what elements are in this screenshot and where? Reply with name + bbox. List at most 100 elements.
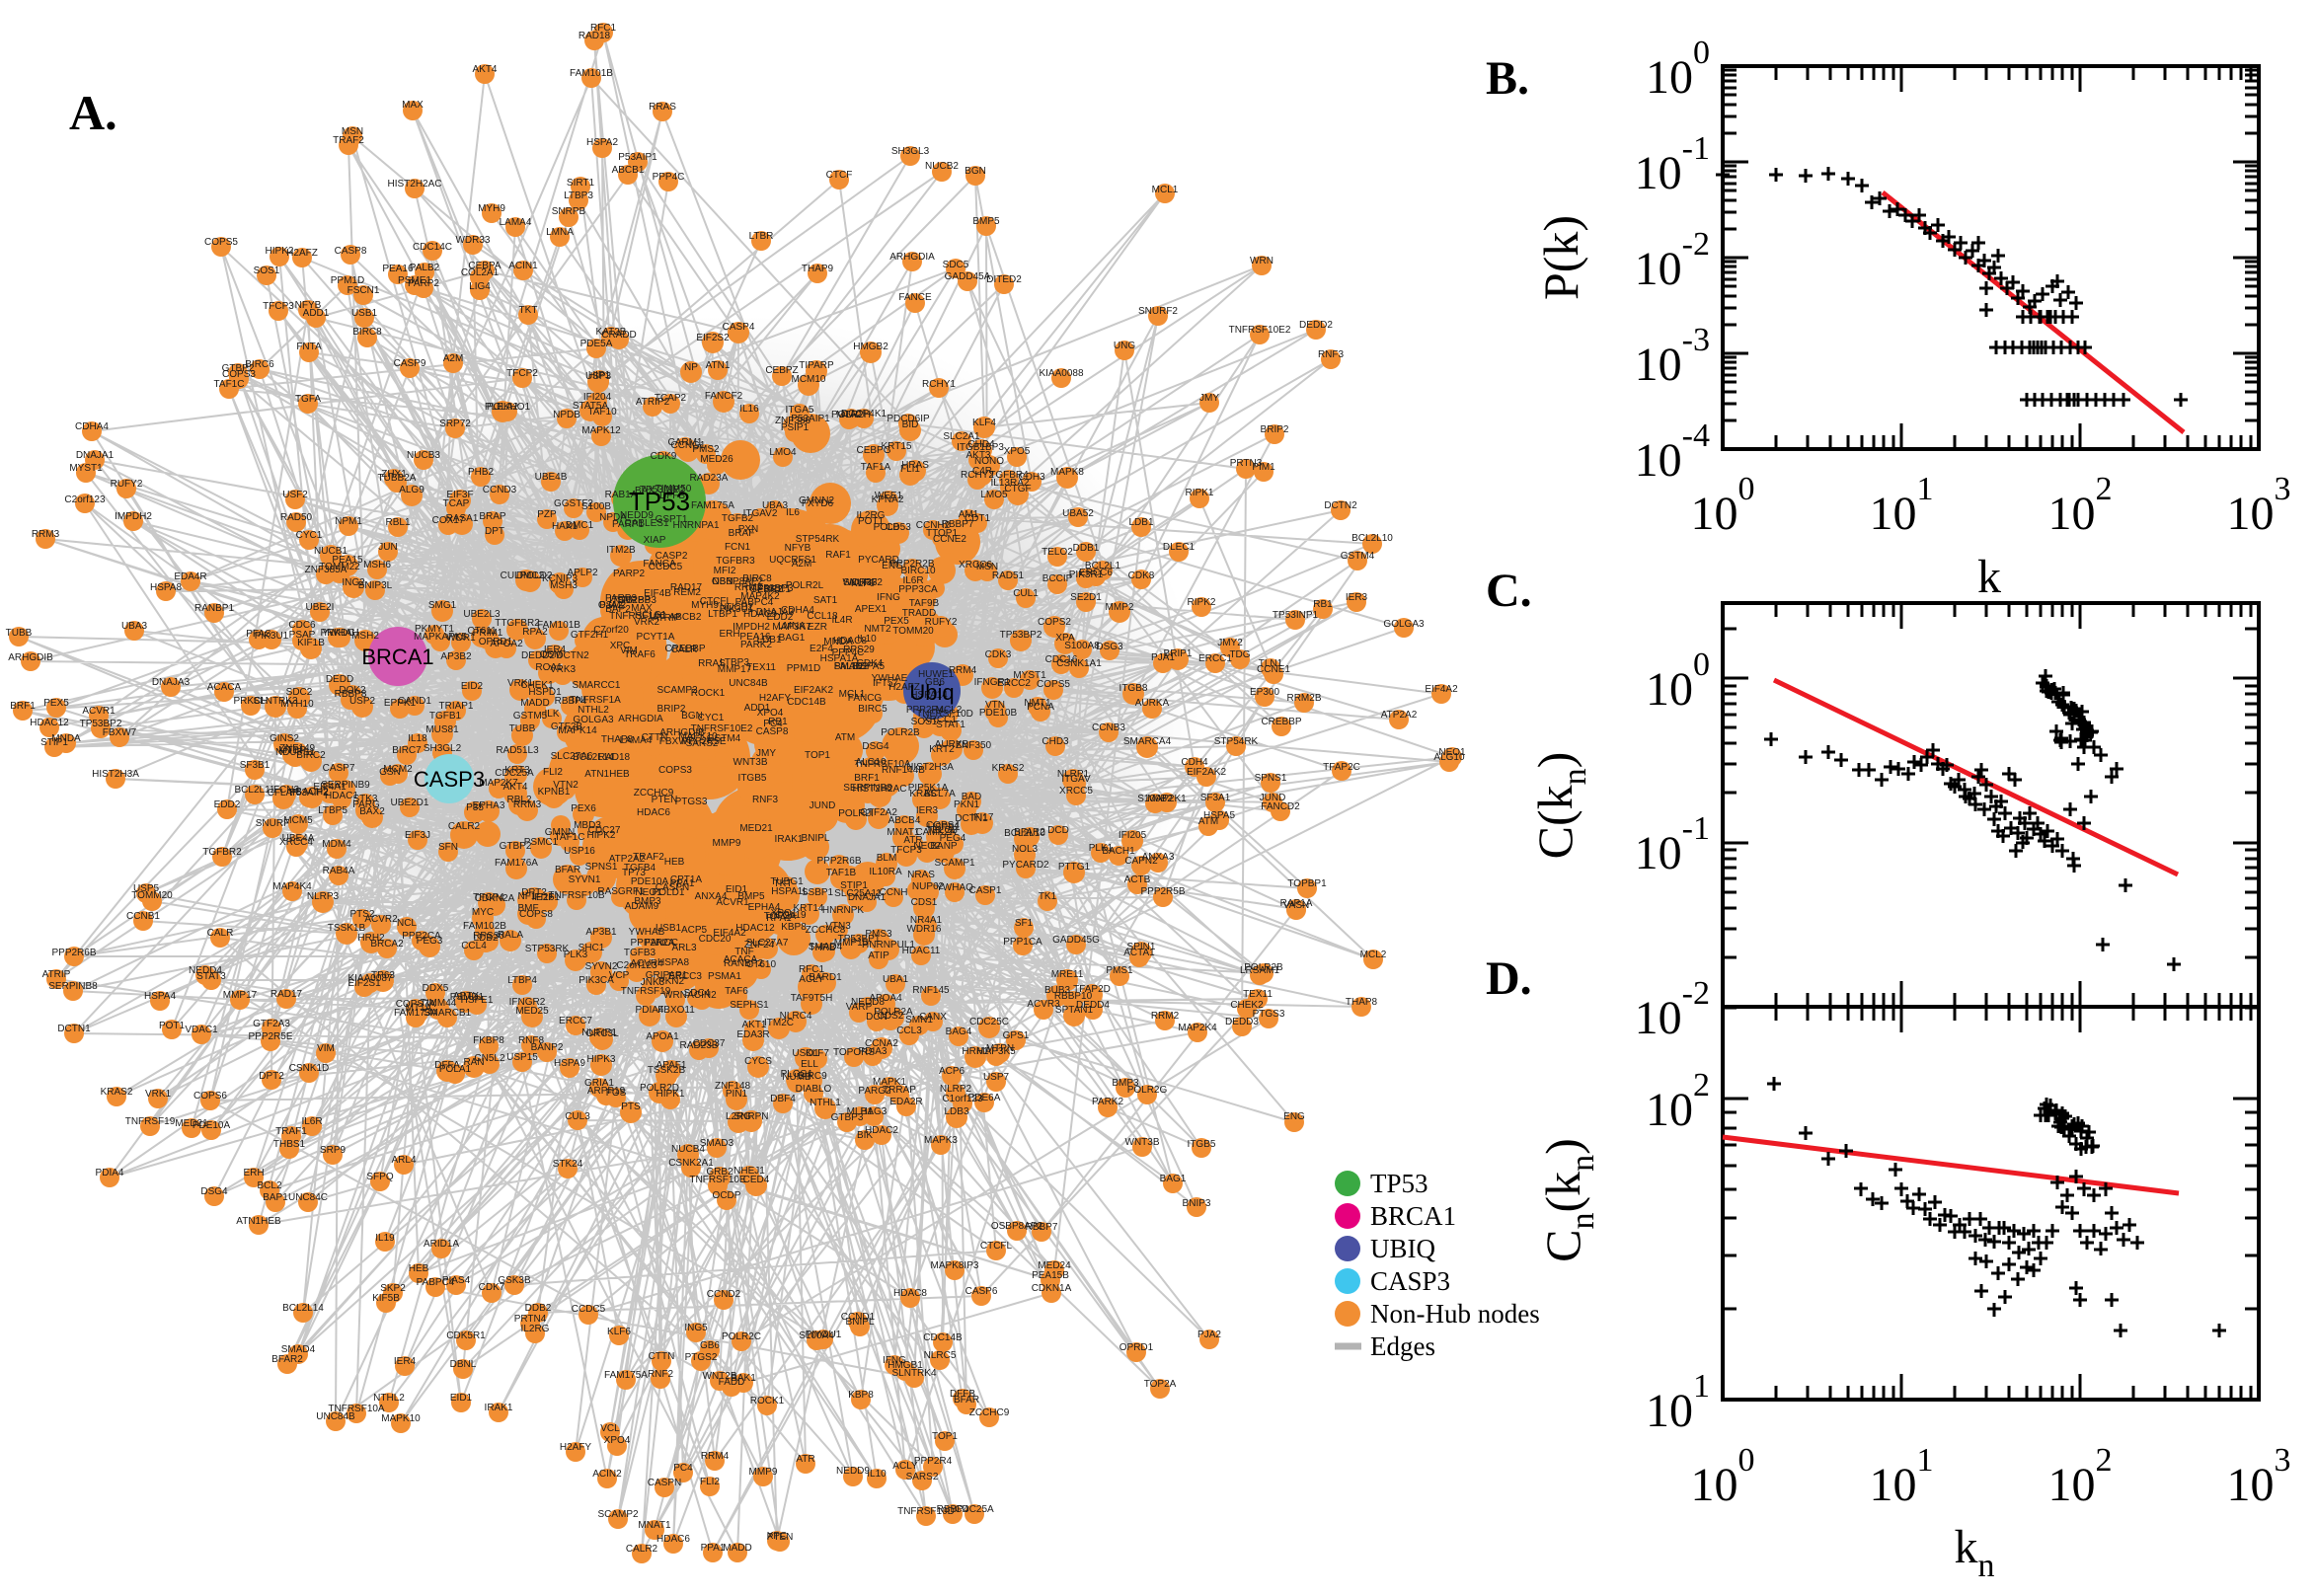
svg-text:DOK2: DOK2	[339, 685, 366, 696]
svg-text:NOL3: NOL3	[1012, 844, 1039, 855]
svg-text:D.: D.	[1486, 952, 1532, 1005]
svg-text:CDC25A: CDC25A	[955, 1504, 994, 1515]
svg-text:BAG1: BAG1	[779, 633, 806, 644]
svg-text:IL19: IL19	[375, 1233, 395, 1244]
svg-text:BRIP1: BRIP1	[1164, 648, 1193, 659]
svg-text:CCNB3: CCNB3	[1092, 722, 1125, 733]
svg-text:NEDD9: NEDD9	[836, 1466, 870, 1477]
svg-text:ERCC1: ERCC1	[1198, 653, 1232, 664]
svg-text:EIF2S1: EIF2S1	[347, 978, 381, 989]
svg-text:KRT3: KRT3	[504, 765, 530, 776]
svg-text:PPM1D: PPM1D	[787, 663, 820, 674]
svg-text:ACIN2: ACIN2	[592, 1469, 622, 1480]
svg-text:CCNB1: CCNB1	[126, 911, 160, 922]
svg-text:STP53RK: STP53RK	[525, 944, 570, 954]
svg-text:PPP2R4: PPP2R4	[914, 1456, 953, 1467]
svg-text:SEPHS1: SEPHS1	[730, 1000, 769, 1011]
svg-text:JMY2: JMY2	[1217, 638, 1243, 648]
svg-text:SF3A1: SF3A1	[1200, 793, 1231, 803]
svg-text:PHB2: PHB2	[468, 467, 495, 478]
svg-text:P(k): P(k)	[1533, 215, 1588, 300]
svg-text:ERCC7: ERCC7	[559, 1016, 592, 1026]
svg-text:BGN: BGN	[681, 711, 703, 722]
svg-text:COPS3: COPS3	[658, 765, 692, 776]
svg-text:BIRC8: BIRC8	[352, 327, 382, 338]
svg-text:HMGB2: HMGB2	[853, 342, 888, 352]
svg-text:TAF6: TAF6	[725, 986, 748, 997]
svg-text:OSM: OSM	[540, 649, 563, 660]
svg-text:CTCF: CTCF	[826, 170, 853, 181]
svg-text:TP53BP2: TP53BP2	[80, 719, 122, 729]
svg-text:NUCB4: NUCB4	[671, 1144, 705, 1155]
svg-text:SYVN1: SYVN1	[569, 874, 601, 885]
svg-text:HIST2H2AC: HIST2H2AC	[387, 179, 441, 190]
svg-text:APAF1: APAF1	[656, 1060, 687, 1071]
svg-text:TEX11: TEX11	[746, 662, 776, 673]
svg-text:CDS1: CDS1	[911, 897, 938, 908]
svg-text:ZHX1: ZHX1	[381, 469, 407, 480]
svg-text:S100A8: S100A8	[1064, 641, 1100, 651]
svg-text:FXYD6: FXYD6	[802, 498, 834, 509]
svg-text:CUL1: CUL1	[1013, 588, 1039, 599]
svg-text:IL6R: IL6R	[301, 1116, 322, 1127]
svg-text:RAF1: RAF1	[825, 550, 851, 561]
svg-text:PPP2R5B: PPP2R5B	[1140, 886, 1185, 897]
svg-text:FNTA: FNTA	[296, 342, 322, 352]
svg-text:TCAP: TCAP	[443, 498, 470, 509]
svg-text:CT610: CT610	[746, 959, 776, 970]
svg-text:SPTAN1: SPTAN1	[1055, 1005, 1094, 1016]
svg-text:WNT3B: WNT3B	[1125, 1137, 1160, 1148]
svg-text:PTGS3: PTGS3	[1253, 1009, 1285, 1020]
svg-text:AP3B2: AP3B2	[440, 651, 472, 662]
svg-text:UBA3: UBA3	[121, 621, 148, 632]
svg-text:RAD17: RAD17	[270, 989, 303, 1000]
svg-text:FCN1: FCN1	[725, 542, 751, 553]
svg-text:SARS2: SARS2	[906, 1472, 939, 1482]
svg-text:ITGAV2: ITGAV2	[743, 508, 778, 519]
svg-text:NMT1: NMT1	[1024, 698, 1051, 709]
svg-text:MAX: MAX	[402, 100, 424, 111]
svg-text:STP54RK: STP54RK	[796, 534, 840, 545]
svg-text:RFC1: RFC1	[590, 23, 617, 34]
svg-text:IL10: IL10	[857, 634, 877, 645]
svg-text:MNDA: MNDA	[51, 733, 81, 744]
svg-text:POLD1: POLD1	[653, 887, 685, 898]
svg-text:HRH2: HRH2	[357, 933, 385, 944]
svg-text:AURKB: AURKB	[935, 739, 969, 750]
svg-text:PTS2: PTS2	[349, 909, 374, 920]
svg-text:TRAF6: TRAF6	[624, 649, 656, 660]
svg-text:NPM1: NPM1	[335, 516, 362, 527]
svg-text:MMP9: MMP9	[749, 1467, 778, 1478]
svg-text:XPO5: XPO5	[1004, 446, 1031, 457]
svg-text:k: k	[1977, 551, 2001, 603]
svg-text:RANBP1: RANBP1	[194, 603, 234, 614]
svg-text:PTGS2: PTGS2	[685, 1352, 718, 1363]
svg-text:POLR2B: POLR2B	[881, 727, 920, 738]
svg-text:TGFBR4: TGFBR4	[989, 470, 1029, 481]
svg-text:RAD23A: RAD23A	[690, 473, 729, 484]
svg-text:HDAC6: HDAC6	[656, 1534, 690, 1545]
svg-text:ITM2B: ITM2B	[606, 545, 636, 556]
svg-text:IL10: IL10	[867, 1469, 887, 1480]
svg-text:PEA15B: PEA15B	[1032, 1270, 1069, 1281]
svg-text:RBL1: RBL1	[385, 517, 410, 528]
svg-text:CCNH2: CCNH2	[916, 520, 951, 531]
svg-text:CDK8: CDK8	[1128, 570, 1155, 581]
svg-text:MAP2K7: MAP2K7	[479, 778, 518, 789]
svg-text:PTS: PTS	[621, 1102, 641, 1112]
svg-text:S100A4: S100A4	[799, 1330, 834, 1341]
svg-text:SERPINB8: SERPINB8	[843, 783, 892, 794]
svg-text:PRTN3: PRTN3	[1230, 458, 1263, 469]
svg-text:COPS6: COPS6	[193, 1091, 227, 1102]
svg-text:SLC25A11: SLC25A11	[834, 888, 882, 899]
svg-text:Non-Hub nodes: Non-Hub nodes	[1370, 1299, 1540, 1329]
svg-text:STP54RK: STP54RK	[1214, 736, 1259, 747]
svg-text:DCD: DCD	[1047, 825, 1069, 836]
svg-text:MAP3K7: MAP3K7	[772, 622, 811, 633]
svg-text:CDC20: CDC20	[699, 934, 732, 945]
svg-text:FKBP8: FKBP8	[473, 1035, 504, 1046]
svg-text:BNIPL: BNIPL	[846, 1317, 875, 1328]
svg-text:NTHL1: NTHL1	[810, 1098, 841, 1108]
svg-text:TRAF2: TRAF2	[633, 852, 664, 863]
svg-text:YWHAB: YWHAB	[629, 927, 665, 938]
